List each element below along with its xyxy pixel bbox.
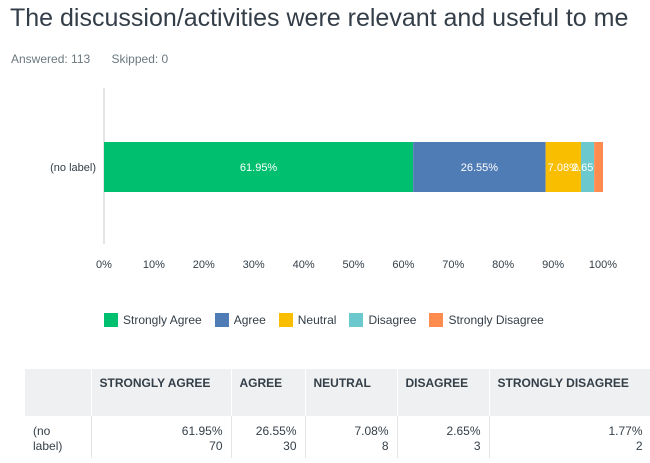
bar-data-label: 7.08%: [548, 162, 579, 174]
table-cell: 61.95% 70: [91, 416, 232, 458]
legend-label: Strongly Disagree: [448, 313, 544, 327]
bar-segment: [545, 142, 581, 192]
cell-percent: 2.65%: [446, 424, 481, 438]
legend-swatch: [429, 313, 444, 327]
table-header-cell: STRONGLY DISAGREE: [489, 369, 650, 416]
answered-count: Answered: 113: [11, 52, 91, 66]
x-tick-label: 0%: [96, 259, 112, 271]
bar-segment: [413, 142, 546, 192]
table-header-cell: [25, 369, 92, 416]
table-cell: 1.77% 2: [489, 416, 650, 458]
table-cell: 26.55% 30: [231, 416, 306, 458]
bar-segment: [580, 142, 595, 192]
cell-percent: 7.08%: [354, 424, 389, 438]
table-header-cell: DISAGREE: [397, 369, 490, 416]
table-header-cell: STRONGLY AGREE: [91, 369, 232, 416]
table-cell: 2.65% 3: [397, 416, 490, 458]
stacked-bar-chart: (no label) 61.95% 26.55% 7.08%2.65%0% 10% 20%…: [50, 88, 617, 271]
table-header-cell: AGREE: [231, 369, 306, 416]
table-header-row: STRONGLY AGREE AGREE NEUTRAL DISAGREE ST…: [25, 369, 650, 416]
results-table: STRONGLY AGREE AGREE NEUTRAL DISAGREE ST…: [25, 369, 650, 458]
bar-segment: [104, 142, 414, 192]
legend-item: Agree: [214, 313, 266, 327]
table-cell: 7.08% 8: [305, 416, 398, 458]
bar-data-label: 61.95%: [240, 162, 278, 174]
legend-swatch: [278, 313, 293, 327]
chart-legend: Strongly Agree Agree Neutral Disagree Strong…: [104, 313, 557, 327]
skipped-count: Skipped: 0: [111, 52, 169, 66]
row-label: (no label): [25, 416, 92, 458]
x-tick-label: 40%: [293, 259, 315, 271]
question-title: The discussion/activities were relevant …: [10, 4, 629, 32]
legend-item: Neutral: [278, 313, 337, 327]
x-tick-label: 30%: [243, 259, 265, 271]
cell-percent: 1.77%: [608, 424, 643, 438]
bar-data-label: 26.55%: [461, 162, 499, 174]
legend-swatch: [349, 313, 364, 327]
legend-label: Disagree: [368, 313, 417, 327]
x-tick-label: 20%: [193, 259, 215, 271]
cell-percent: 61.95%: [181, 424, 223, 438]
table-header-cell: NEUTRAL: [305, 369, 398, 416]
cell-count: 30: [283, 439, 297, 453]
cell-count: 8: [381, 439, 389, 453]
category-label: (no label): [50, 162, 96, 174]
cell-count: 3: [473, 439, 481, 453]
x-tick-label: 10%: [143, 259, 165, 271]
bar-segment: [594, 142, 603, 192]
cell-count: 2: [635, 439, 643, 453]
legend-swatch: [214, 313, 229, 327]
legend-label: Neutral: [297, 313, 337, 327]
x-tick-label: 100%: [589, 259, 617, 271]
x-tick-label: 80%: [492, 259, 514, 271]
table-row: (no label) 61.95% 70 26.55% 30 7.08% 8 2.65…: [25, 416, 650, 458]
legend-item: Strongly Agree: [104, 313, 202, 327]
x-tick-label: 90%: [542, 259, 564, 271]
x-tick-label: 70%: [442, 259, 464, 271]
cell-percent: 26.55%: [255, 424, 297, 438]
x-tick-label: 50%: [342, 259, 364, 271]
legend-item: Disagree: [349, 313, 416, 327]
legend-label: Agree: [233, 313, 266, 327]
legend-swatch: [104, 313, 118, 327]
response-stats: Answered: 113 Skipped: 0: [11, 52, 186, 66]
x-tick-label: 60%: [392, 259, 414, 271]
legend-label: Strongly Agree: [123, 313, 202, 327]
legend-item: Strongly Disagree: [429, 313, 544, 327]
cell-count: 70: [209, 439, 223, 453]
